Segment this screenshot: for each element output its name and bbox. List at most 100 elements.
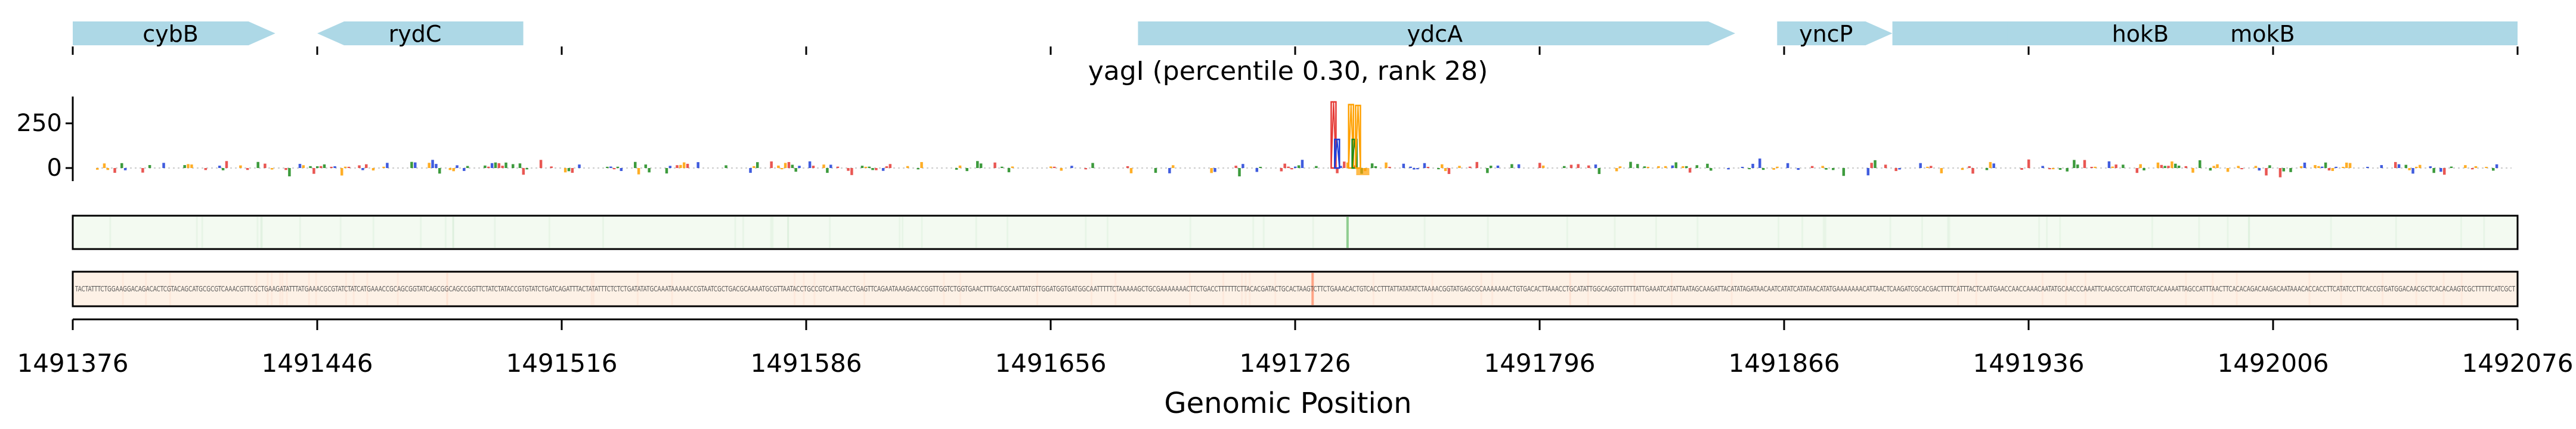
logo-letter (1280, 168, 1283, 172)
track-cell (145, 273, 147, 305)
track-cell (899, 217, 901, 248)
track-cell (315, 273, 317, 305)
logo-letter (1091, 163, 1094, 168)
logo-letter (1409, 166, 1412, 168)
logo-letter (123, 168, 127, 170)
logo-letter (1496, 165, 1500, 168)
logo-letter (1339, 166, 1342, 168)
logo-letter (1772, 168, 1775, 170)
logo-letter (204, 168, 208, 170)
logo-letter (2394, 161, 2397, 168)
logo-letter (2177, 166, 2181, 168)
track-cell (813, 273, 816, 305)
logo-letter (1940, 168, 1943, 173)
logo-letter (958, 165, 962, 168)
logo-letter (1370, 163, 1374, 168)
gene-annotation-track: cybB rydC ydcA yncP hokB mokB (73, 21, 2518, 47)
logo-letter (881, 168, 885, 171)
logo-letter (1416, 168, 1419, 170)
logo-letter (1741, 166, 1744, 168)
logo-letter (358, 165, 361, 168)
logo-letter (2226, 168, 2230, 172)
logo-letter (2303, 162, 2306, 168)
logo-letter (753, 166, 756, 168)
logo-letter (822, 164, 825, 168)
logo-letter (512, 164, 515, 168)
gene-label-mokB: mokB (2230, 21, 2295, 47)
logo-letter (2278, 168, 2282, 178)
logo-letter (1968, 166, 1971, 168)
logo-letter (1821, 166, 1824, 168)
logo-letter (522, 168, 525, 175)
track-cell (1036, 273, 1039, 305)
logo-letter (1538, 163, 1541, 168)
logo-letter (637, 168, 640, 175)
track-cell (2084, 273, 2086, 305)
logo-letter (1930, 166, 1933, 168)
logo-letter (749, 168, 752, 173)
logo-letter (2240, 168, 2243, 170)
logo-letter (1213, 168, 1216, 172)
logo-peak-glyph (1355, 105, 1361, 169)
logo-letter (1517, 164, 1521, 168)
track-cell (1106, 217, 1109, 248)
x-axis-label: Genomic Position (1164, 387, 1411, 420)
logo-letter (571, 168, 574, 173)
track-cell (397, 273, 399, 305)
logo-letter (836, 166, 840, 168)
logo-letter (2432, 168, 2435, 173)
track-cell (261, 217, 263, 248)
logo-letter (1315, 166, 1318, 168)
track-cell (445, 273, 448, 305)
logo-letter (1353, 165, 1357, 168)
track-cell (1189, 217, 1191, 248)
track-cell (1007, 217, 1009, 248)
track-cell (863, 273, 866, 305)
logo-letter (2380, 165, 2383, 168)
logo-letter (2052, 168, 2055, 170)
logo-letter (567, 168, 571, 172)
track-cell (286, 273, 288, 305)
logo-letter (2268, 165, 2271, 168)
logo-letter (386, 163, 389, 168)
logo-letter (2485, 166, 2488, 168)
sequence-text: TACTATTTCTGGAAGGACAGACACTCGTACAGCATGCGCG… (75, 285, 2515, 293)
logo-letter (1486, 168, 1489, 173)
track-cell (109, 217, 112, 248)
logo-letter (1052, 166, 1056, 168)
logo-letter (106, 168, 110, 170)
logo-letter (2429, 166, 2432, 168)
logo-letter (917, 168, 919, 170)
logo-letter (1569, 164, 1573, 168)
logo-letter (620, 168, 623, 171)
track-cell (452, 217, 454, 248)
x-tick-label: 1491446 (261, 349, 373, 378)
track-cell (592, 273, 595, 305)
logo-letter (1688, 168, 1692, 173)
track-cell (1566, 217, 1568, 248)
logo-letter (1255, 168, 1259, 172)
logo-letter (1259, 166, 1262, 168)
logo-letter (340, 168, 343, 176)
track-cell (1671, 273, 1673, 305)
logo-letter (679, 164, 682, 168)
track-cell (2198, 217, 2200, 248)
track-cell (2442, 273, 2445, 305)
logo-letter (2237, 166, 2240, 168)
x-tick-label: 1491796 (1484, 349, 1595, 378)
track-cell (308, 273, 310, 305)
track-cell (959, 273, 961, 305)
track-cell (281, 273, 284, 305)
logo-letter (2160, 164, 2163, 168)
track-cell (260, 217, 262, 248)
logo-letter (148, 164, 151, 168)
logo-letter (965, 168, 968, 172)
logo-letter (2348, 163, 2352, 168)
logo-letter (435, 164, 438, 168)
logo-letter (239, 165, 242, 168)
logo-letter (1001, 166, 1004, 168)
logo-letter (96, 168, 99, 170)
logo-letter (361, 168, 364, 170)
logo-letter (1797, 168, 1800, 170)
